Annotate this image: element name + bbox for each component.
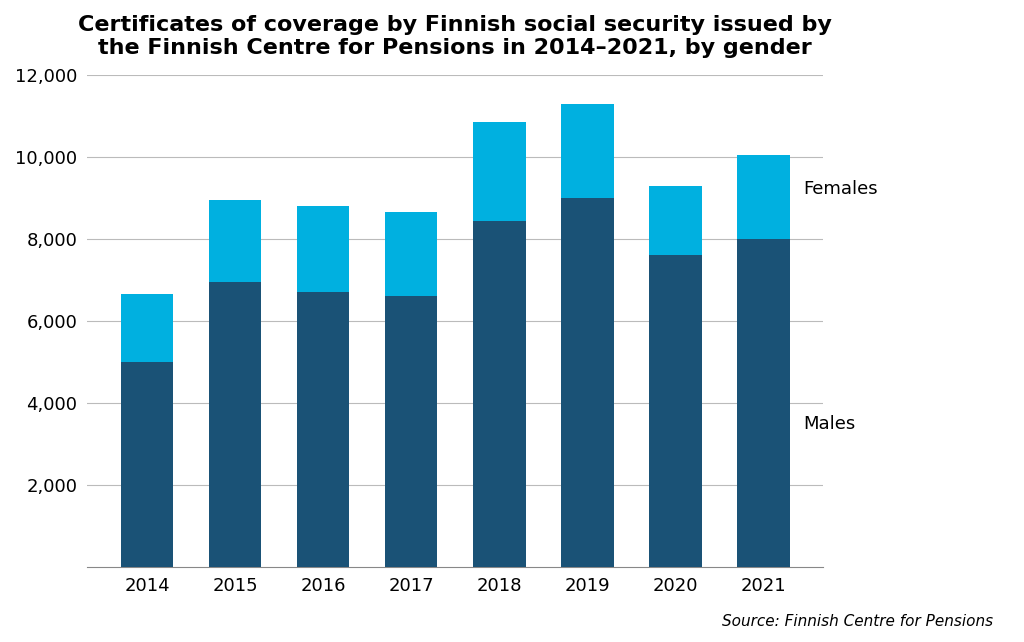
Bar — [737, 155, 790, 239]
Bar — [385, 213, 437, 297]
Bar — [297, 206, 349, 292]
Bar — [121, 295, 173, 362]
Bar — [209, 282, 261, 567]
Text: Males: Males — [803, 415, 855, 433]
Bar — [737, 239, 790, 567]
Bar — [473, 122, 525, 221]
Bar — [561, 198, 613, 567]
Text: Source: Finnish Centre for Pensions: Source: Finnish Centre for Pensions — [722, 614, 993, 629]
Bar — [385, 297, 437, 567]
Bar — [473, 221, 525, 567]
Bar — [649, 186, 701, 256]
Bar — [561, 104, 613, 198]
Bar — [649, 256, 701, 567]
Bar — [209, 200, 261, 282]
Bar — [121, 362, 173, 567]
Title: Certificates of coverage by Finnish social security issued by
the Finnish Centre: Certificates of coverage by Finnish soci… — [78, 15, 833, 58]
Bar — [297, 292, 349, 567]
Text: Females: Females — [803, 180, 878, 198]
